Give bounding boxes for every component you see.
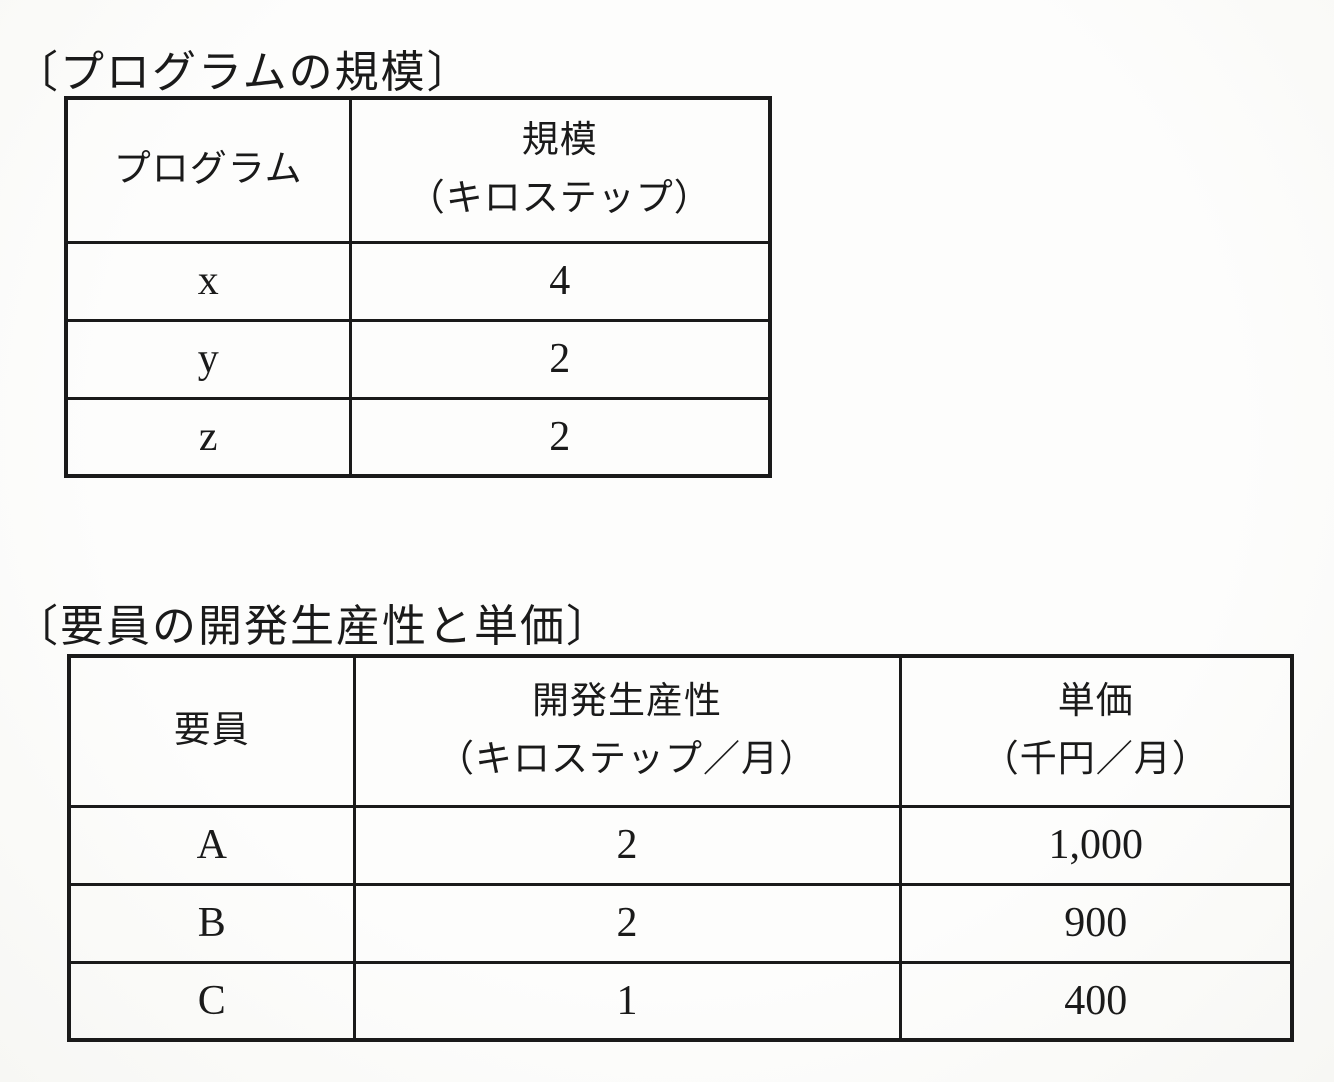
member-name-cell: C bbox=[67, 960, 356, 1042]
unit-price-cell: 900 bbox=[898, 882, 1294, 964]
unit-price-cell: 1,000 bbox=[898, 804, 1294, 886]
member-name-cell: B bbox=[67, 882, 356, 964]
member-column-header: 要員 bbox=[67, 654, 356, 808]
program-size-table-title: 〔プログラムの規模〕 bbox=[14, 48, 473, 97]
size-column-header: 規模 （キロステップ） bbox=[348, 96, 772, 244]
productivity-cell: 2 bbox=[352, 804, 902, 886]
member-name-cell: A bbox=[67, 804, 356, 886]
program-size-cell: 2 bbox=[348, 318, 772, 400]
unit-price-column-header: 単価 （千円／月） bbox=[898, 654, 1294, 808]
productivity-column-unit: （キロステップ／月） bbox=[437, 739, 817, 781]
table-row: C 1 400 bbox=[67, 960, 1294, 1042]
personnel-header-row: 要員 開発生産性 （キロステップ／月） 単価 （千円／月） bbox=[67, 654, 1294, 808]
unit-price-column-unit: （千円／月） bbox=[981, 739, 1210, 781]
program-column-header: プログラム bbox=[64, 96, 352, 244]
unit-price-cell: 400 bbox=[898, 960, 1294, 1042]
program-name-cell: x bbox=[64, 240, 352, 322]
productivity-cell: 1 bbox=[352, 960, 902, 1042]
personnel-productivity-price-table: 要員 開発生産性 （キロステップ／月） 単価 （千円／月） A 2 1,000 … bbox=[67, 654, 1294, 1042]
program-name-cell: y bbox=[64, 318, 352, 400]
program-size-header-row: プログラム 規模 （キロステップ） bbox=[64, 96, 772, 244]
unit-price-column-label: 単価 bbox=[1057, 680, 1134, 722]
table-row: z 2 bbox=[64, 396, 772, 478]
table-row: x 4 bbox=[64, 240, 772, 322]
productivity-column-header: 開発生産性 （キロステップ／月） bbox=[352, 654, 902, 808]
table-row: y 2 bbox=[64, 318, 772, 400]
table-row: A 2 1,000 bbox=[67, 804, 1294, 886]
productivity-cell: 2 bbox=[352, 882, 902, 964]
program-size-cell: 2 bbox=[348, 396, 772, 478]
program-size-cell: 4 bbox=[348, 240, 772, 322]
size-column-unit: （キロステップ） bbox=[407, 178, 712, 220]
program-name-cell: z bbox=[64, 396, 352, 478]
personnel-table-title: 〔要員の開発生産性と単価〕 bbox=[14, 602, 612, 651]
productivity-column-label: 開発生産性 bbox=[532, 680, 722, 722]
program-size-table: プログラム 規模 （キロステップ） x 4 y 2 z 2 bbox=[64, 96, 772, 478]
size-column-label: 規模 bbox=[521, 119, 598, 161]
table-row: B 2 900 bbox=[67, 882, 1294, 964]
